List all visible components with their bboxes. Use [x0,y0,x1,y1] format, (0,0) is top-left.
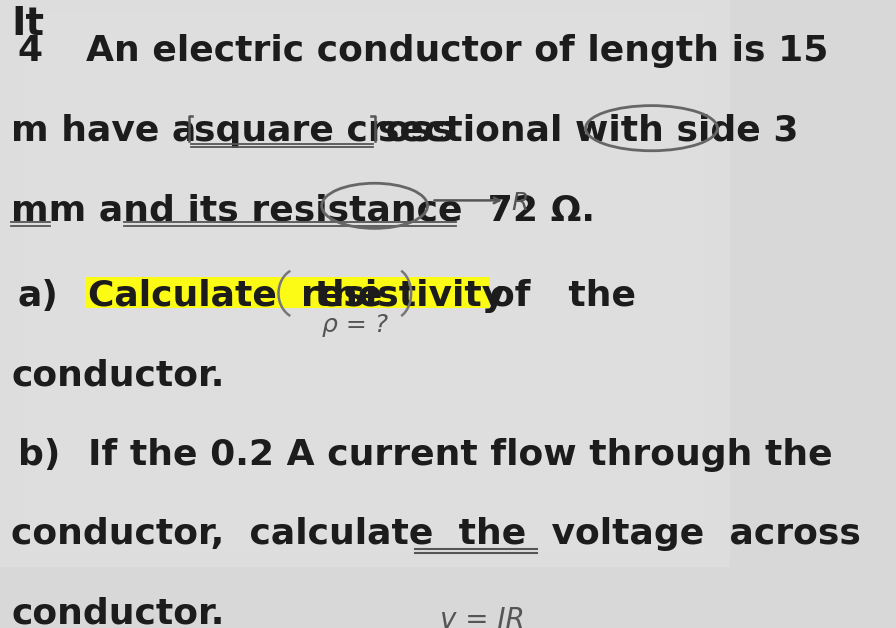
Text: mm and its resistance  72 Ω.: mm and its resistance 72 Ω. [12,193,596,227]
Text: m have a: m have a [12,114,197,148]
Text: An electric conductor of length is 15: An electric conductor of length is 15 [85,35,828,68]
Text: of   the: of the [490,279,636,313]
Text: conductor,  calculate  the  voltage  across: conductor, calculate the voltage across [12,517,861,551]
Text: conductor.: conductor. [12,597,225,628]
Text: It: It [12,6,45,43]
Text: square cross: square cross [194,114,453,148]
Text: a): a) [18,279,59,313]
FancyBboxPatch shape [24,14,705,553]
Text: 4: 4 [18,35,43,68]
Text: b): b) [18,438,60,472]
Text: ρ = ?: ρ = ? [322,313,388,337]
Text: R: R [512,192,529,215]
Text: v = IR: v = IR [440,605,524,628]
Text: conductor.: conductor. [12,359,225,392]
Text: resistivity: resistivity [301,279,505,313]
Text: Calculate   the: Calculate the [88,279,383,313]
FancyBboxPatch shape [86,277,488,308]
Text: sectional with side 3: sectional with side 3 [378,114,798,148]
Text: If the 0.2 A current flow through the: If the 0.2 A current flow through the [88,438,832,472]
